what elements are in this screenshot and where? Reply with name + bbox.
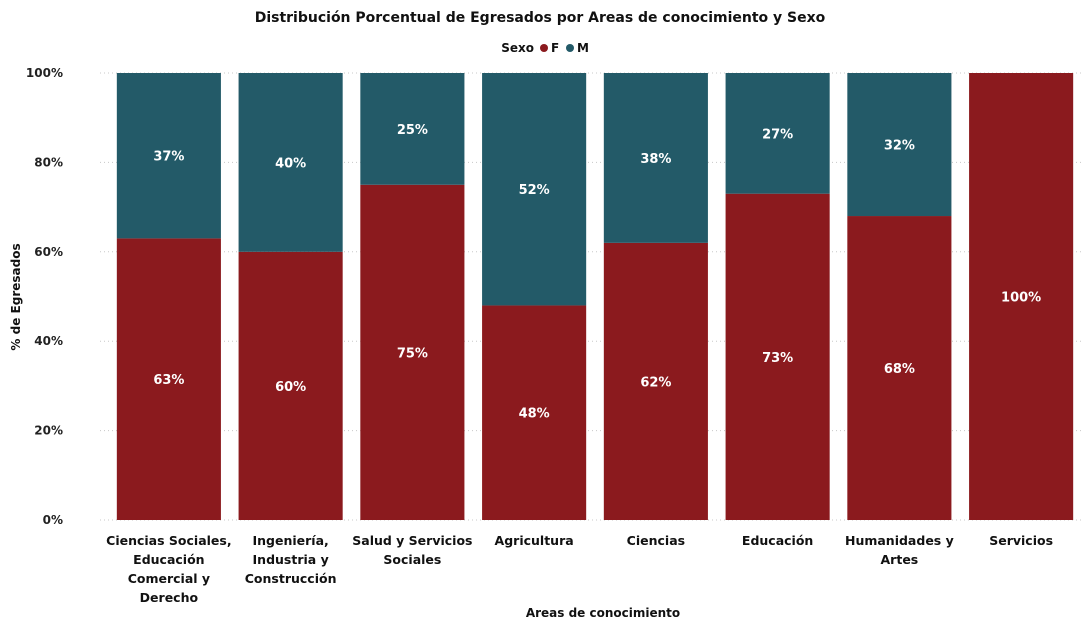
bar-m-2 <box>360 73 465 185</box>
x-category-line: Agricultura <box>495 533 574 548</box>
x-category-line: Artes <box>881 552 919 567</box>
data-label: 63% <box>153 373 184 388</box>
x-category-line: Educación <box>133 552 204 567</box>
bar-m-3 <box>482 73 587 306</box>
bar-f-5 <box>725 193 830 520</box>
bar-f-6 <box>847 216 952 521</box>
x-category-line: Industria y <box>253 552 329 567</box>
y-tick-label: 0% <box>43 513 63 527</box>
data-label: 73% <box>762 351 793 366</box>
bar-f-4 <box>603 242 708 521</box>
legend-marker-m <box>566 44 574 52</box>
x-category-line: Comercial y <box>128 571 210 586</box>
data-label: 27% <box>762 127 793 142</box>
legend-label-m: M <box>577 41 589 55</box>
x-category-line: Ciencias Sociales, <box>106 533 231 548</box>
x-category-line: Construcción <box>245 571 337 586</box>
data-label: 52% <box>519 183 550 198</box>
x-category-label: Ciencias Sociales, Educación Comercial y De… <box>106 533 231 605</box>
x-axis-categories: Ciencias Sociales, Educación Comercial y De… <box>106 533 1053 605</box>
x-category-line: Ingeniería, <box>252 533 328 548</box>
x-category-line: Sociales <box>383 552 441 567</box>
data-label: 25% <box>397 123 428 138</box>
x-category-line: Educación <box>742 533 813 548</box>
data-label: 68% <box>884 362 915 377</box>
bar-m-1 <box>238 73 343 252</box>
bar-f-0 <box>116 238 221 520</box>
x-category-line: Servicios <box>989 533 1053 548</box>
x-category-label: Ciencias <box>627 533 685 548</box>
data-label: 32% <box>884 139 915 154</box>
legend-label-f: F <box>551 41 559 55</box>
legend-title: Sexo <box>501 41 534 55</box>
y-tick-label: 60% <box>34 245 63 259</box>
y-axis-ticks: 0% 20% 40% 60% 80% 100% <box>26 66 63 527</box>
bar-f-2 <box>360 184 465 520</box>
x-category-label: Educación <box>742 533 813 548</box>
data-label: 40% <box>275 156 306 171</box>
x-category-line: Humanidades y <box>845 533 954 548</box>
x-category-line: Derecho <box>140 590 199 605</box>
y-tick-label: 100% <box>26 66 63 80</box>
bar-m-5 <box>725 73 830 194</box>
chart-title: Distribución Porcentual de Egresados por… <box>255 10 826 26</box>
x-category-label: Humanidades y Artes <box>845 533 954 567</box>
bar-m-0 <box>116 73 221 239</box>
bar-m-6 <box>847 73 952 217</box>
y-tick-label: 80% <box>34 155 63 169</box>
legend: Sexo F M <box>501 41 589 55</box>
x-category-line: Ciencias <box>627 533 685 548</box>
bar-f-7 <box>969 73 1074 520</box>
data-label: 38% <box>640 152 671 167</box>
x-category-label: Servicios <box>989 533 1053 548</box>
y-tick-label: 20% <box>34 424 63 438</box>
x-category-line: Salud y Servicios <box>352 533 472 548</box>
x-axis-title: Areas de conocimiento <box>526 606 680 620</box>
data-label: 37% <box>153 150 184 165</box>
bar-f-3 <box>482 305 587 520</box>
data-label: 48% <box>519 407 550 422</box>
x-category-label: Ingeniería, Industria y Construcción <box>245 533 337 586</box>
data-label: 100% <box>1001 291 1041 306</box>
bars: 63% 37% 60% 40% 75% 25% 48% 52% 62% 38% 73% 27% 68% 3… <box>116 73 1074 521</box>
y-tick-label: 40% <box>34 334 63 348</box>
data-label: 75% <box>397 346 428 361</box>
bar-f-1 <box>238 251 343 521</box>
data-label: 60% <box>275 380 306 395</box>
x-category-label: Salud y Servicios Sociales <box>352 533 472 567</box>
y-axis-title: % de Egresados <box>9 243 23 350</box>
x-category-label: Agricultura <box>495 533 574 548</box>
legend-marker-f <box>540 44 548 52</box>
bar-m-4 <box>603 73 708 243</box>
data-label: 62% <box>640 375 671 390</box>
